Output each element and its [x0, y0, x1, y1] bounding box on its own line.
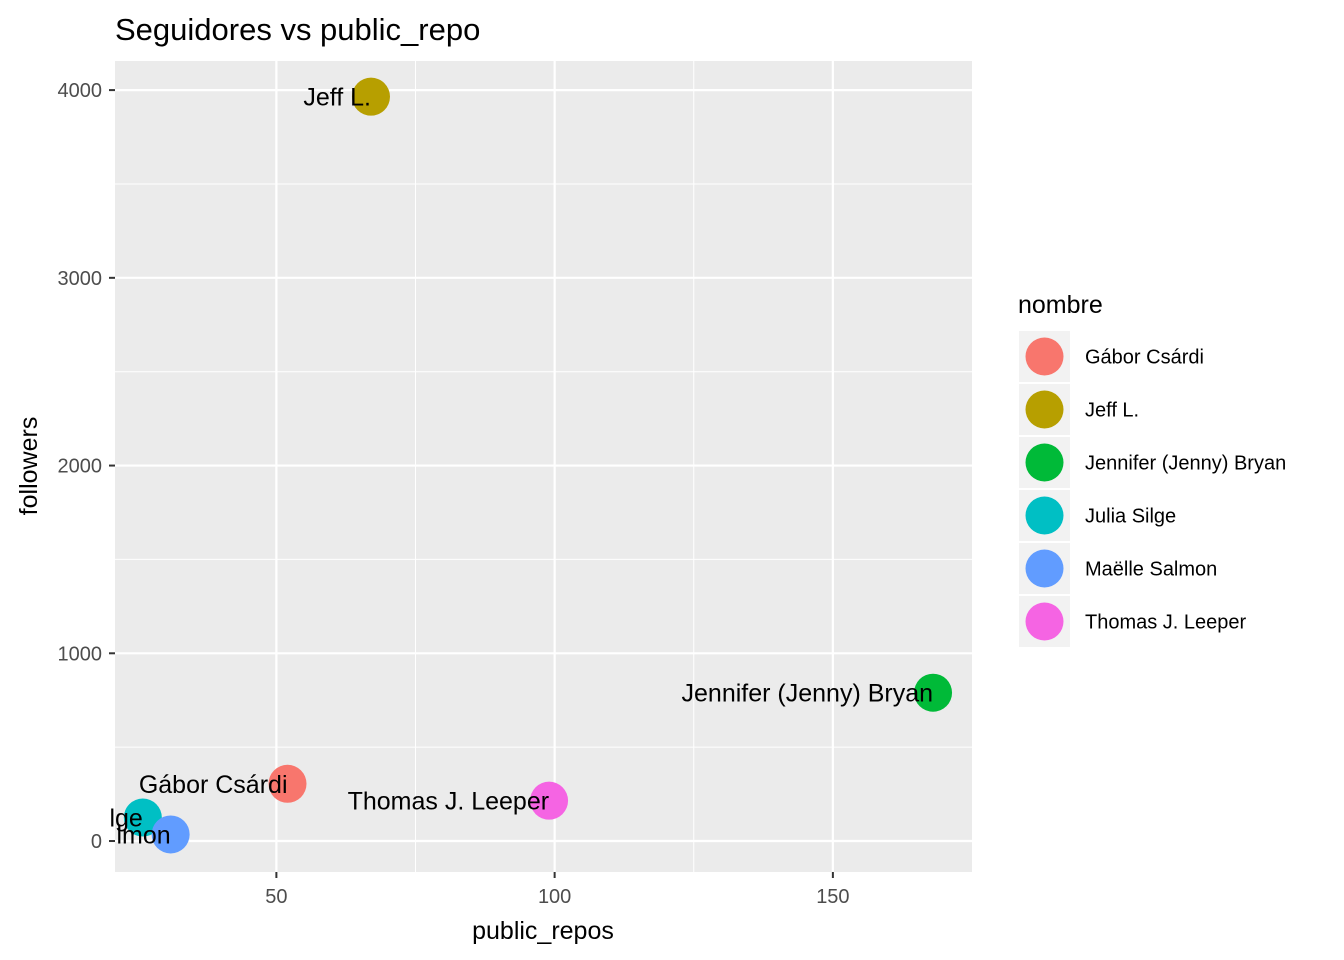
data-point — [268, 764, 307, 803]
chart-title: Seguidores vs public_repo — [115, 12, 480, 47]
point-label: Gábor Csárdi — [139, 771, 288, 799]
point-label: Jeff L. — [303, 84, 371, 112]
y-tick-label: 1000 — [58, 643, 103, 665]
legend-label: Thomas J. Leeper — [1085, 612, 1247, 634]
x-tick-label: 150 — [816, 886, 849, 908]
data-points — [123, 77, 953, 854]
x-tick-label: 50 — [265, 886, 287, 908]
y-axis: 0 1000 2000 3000 4000 — [58, 80, 115, 853]
y-tick-label: 3000 — [58, 268, 103, 290]
point-label: Jennifer (Jenny) Bryan — [682, 680, 934, 708]
y-tick-label: 0 — [91, 831, 102, 853]
legend-label: Gábor Csárdi — [1085, 347, 1204, 369]
data-point — [530, 781, 569, 820]
y-tick-label: 4000 — [58, 80, 103, 102]
legend-key-dot — [1025, 337, 1064, 376]
grid-major — [115, 61, 972, 872]
point-label: lmon — [116, 821, 170, 849]
legend-key-dot — [1025, 496, 1064, 535]
data-point — [123, 798, 162, 837]
point-label: Thomas J. Leeper — [348, 788, 550, 816]
x-axis-title: public_repos — [472, 917, 614, 945]
legend-label: Maëlle Salmon — [1085, 559, 1217, 581]
legend-key-dot — [1025, 390, 1064, 429]
legend-key-dot — [1025, 443, 1064, 482]
x-tick-label: 100 — [538, 886, 571, 908]
y-axis-title: followers — [15, 417, 43, 516]
legend-label: Jeff L. — [1085, 400, 1139, 422]
legend-key-dot — [1025, 602, 1064, 641]
point-label: lge — [109, 805, 142, 833]
y-tick-label: 2000 — [58, 456, 103, 478]
data-point — [351, 77, 390, 116]
legend-key-dot — [1025, 549, 1064, 588]
point-labels: Gábor Csárdi Jeff L. Jennifer (Jenny) Brya… — [109, 84, 933, 850]
legend-title: nombre — [1018, 291, 1103, 319]
legend: nombre Gábor Csárdi Jeff L. Jennifer (Jenn… — [1018, 291, 1286, 647]
x-axis: 50 100 150 — [265, 872, 850, 908]
data-point — [914, 673, 953, 712]
data-point — [151, 815, 190, 854]
legend-label: Jennifer (Jenny) Bryan — [1085, 453, 1286, 475]
legend-label: Julia Silge — [1085, 506, 1176, 528]
